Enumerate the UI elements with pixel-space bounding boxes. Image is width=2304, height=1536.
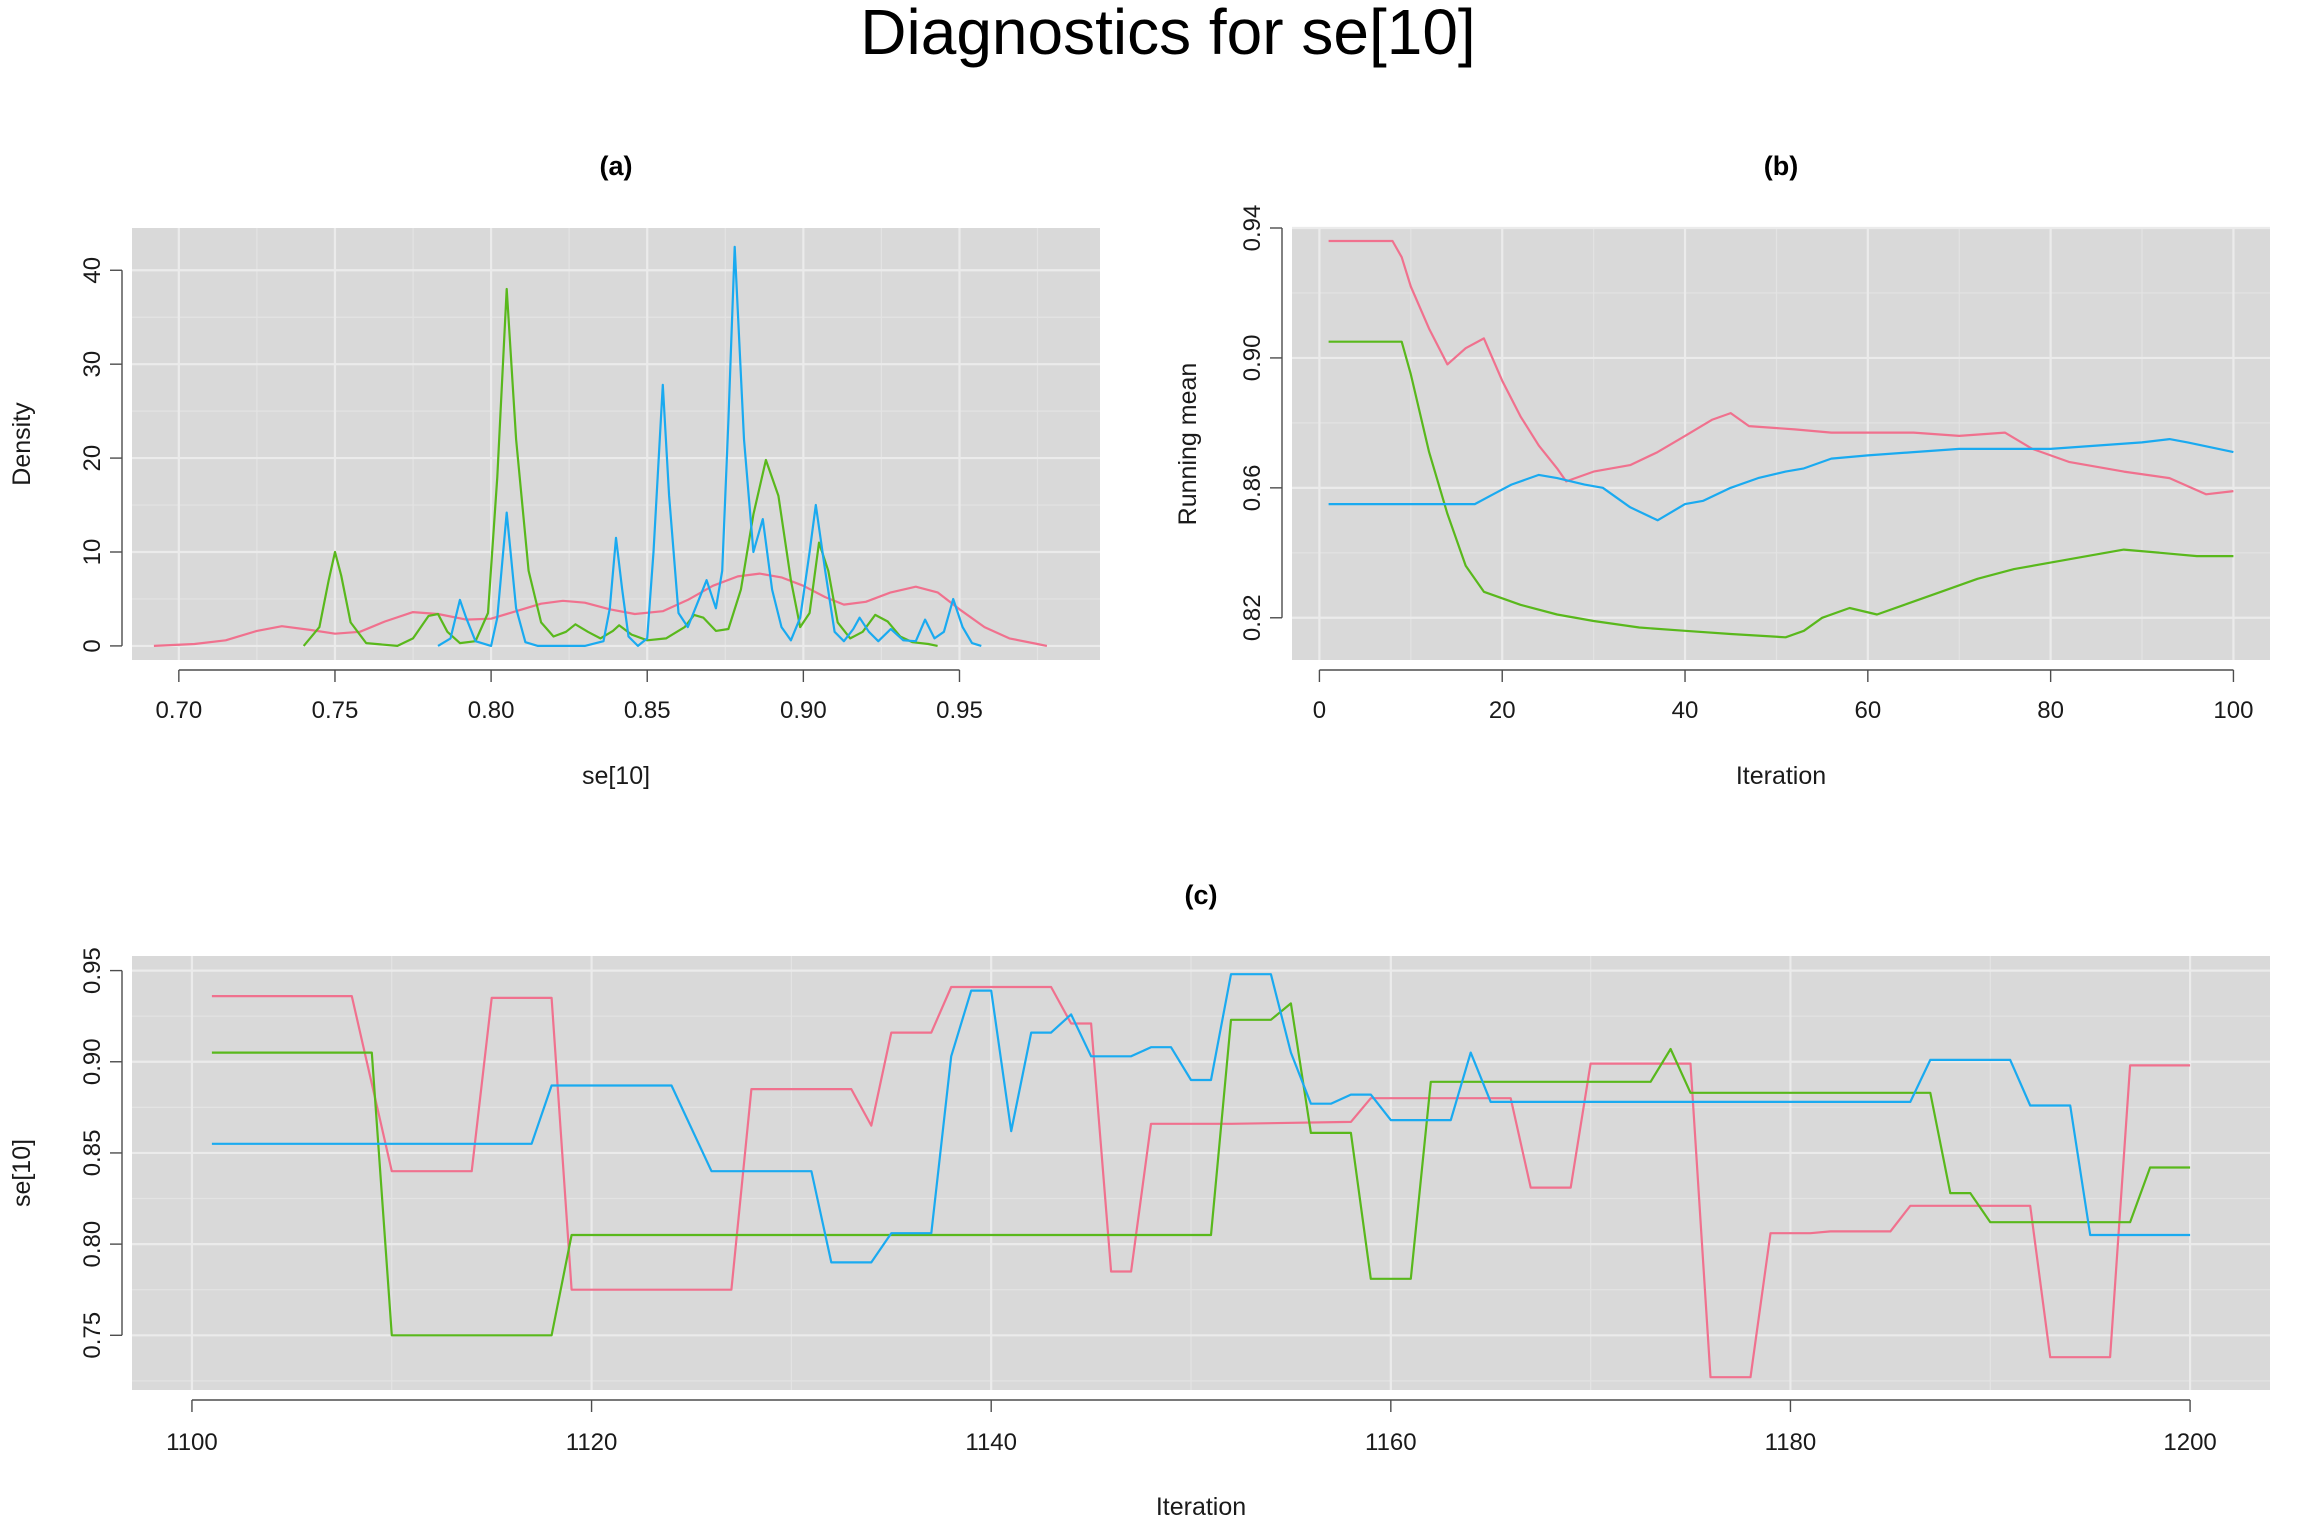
x-tick-label: 0.75 [312, 697, 359, 724]
y-tick-label: 0.75 [79, 1312, 106, 1359]
y-tick-label: 0.94 [1239, 205, 1266, 252]
series-line-1 [211, 985, 2191, 1379]
y-axis-title: Density [8, 402, 36, 486]
panel-c-trace: 1100 1120 1140 1160 1180 1200 0.75 0.80 0.85 0.90… [8, 880, 2270, 1521]
panel-title: (a) [600, 151, 633, 181]
x-axis-title: Iteration [1156, 1493, 1246, 1521]
plot-background [132, 228, 1100, 660]
series-line-3 [211, 973, 2191, 1264]
x-tick-label: 40 [1672, 697, 1699, 724]
series-line-3 [1328, 438, 2234, 522]
x-tick-label: 0.85 [624, 697, 671, 724]
x-tick-label: 1120 [566, 1429, 618, 1456]
y-axis-title: se[10] [8, 1139, 36, 1207]
x-axis-title: Iteration [1736, 762, 1826, 790]
x-tick-label: 20 [1489, 697, 1516, 724]
series-line-1 [153, 572, 1048, 647]
plot-background [132, 956, 2270, 1390]
x-tick-label: 100 [2213, 697, 2253, 724]
y-tick-label: 0.95 [79, 947, 106, 994]
x-axis-title: se[10] [582, 762, 650, 790]
series-line-2 [211, 1002, 2191, 1337]
x-tick-label: 60 [1854, 697, 1881, 724]
x-tick-label: 0.90 [780, 697, 827, 724]
series-line-2 [302, 287, 938, 648]
x-tick-label: 1160 [1365, 1429, 1417, 1456]
y-tick-label: 20 [79, 445, 106, 472]
series-line-2 [1328, 340, 2234, 639]
x-tick-label: 0.70 [155, 697, 202, 724]
panel-title: (b) [1764, 151, 1798, 181]
y-tick-label: 30 [79, 351, 106, 378]
x-tick-label: 1100 [166, 1429, 218, 1456]
x-tick-label: 1140 [965, 1429, 1017, 1456]
x-tick-label: 0.80 [468, 697, 515, 724]
y-tick-label: 10 [79, 539, 106, 566]
panel-a-density: 0.70 0.75 0.80 0.85 0.90 0.95 0 10 20 30 40 (a) se[1… [8, 151, 1100, 790]
y-tick-label: 0.90 [1239, 335, 1266, 382]
y-tick-label: 0.90 [79, 1038, 106, 1085]
y-tick-label: 0.82 [1239, 594, 1266, 641]
y-tick-label: 0.85 [79, 1130, 106, 1177]
series-line-1 [1328, 239, 2234, 496]
x-tick-label: 1180 [1765, 1429, 1817, 1456]
panel-b-running-mean: 0 20 40 60 80 100 0.82 0.86 0.90 0.94 (b) Iteration… [1174, 151, 2270, 790]
y-tick-label: 0.80 [79, 1221, 106, 1268]
x-tick-label: 0 [1313, 697, 1326, 724]
x-tick-label: 80 [2037, 697, 2064, 724]
x-tick-label: 1200 [2163, 1429, 2216, 1456]
main-title: Diagnostics for se[10] [860, 0, 1475, 68]
x-tick-label: 0.95 [936, 697, 983, 724]
y-tick-label: 0.86 [1239, 464, 1266, 511]
y-axis-title: Running mean [1174, 363, 1202, 526]
panel-title: (c) [1185, 880, 1218, 910]
y-tick-label: 0 [79, 639, 106, 652]
series-line-3 [437, 245, 982, 648]
y-tick-label: 40 [79, 257, 106, 284]
